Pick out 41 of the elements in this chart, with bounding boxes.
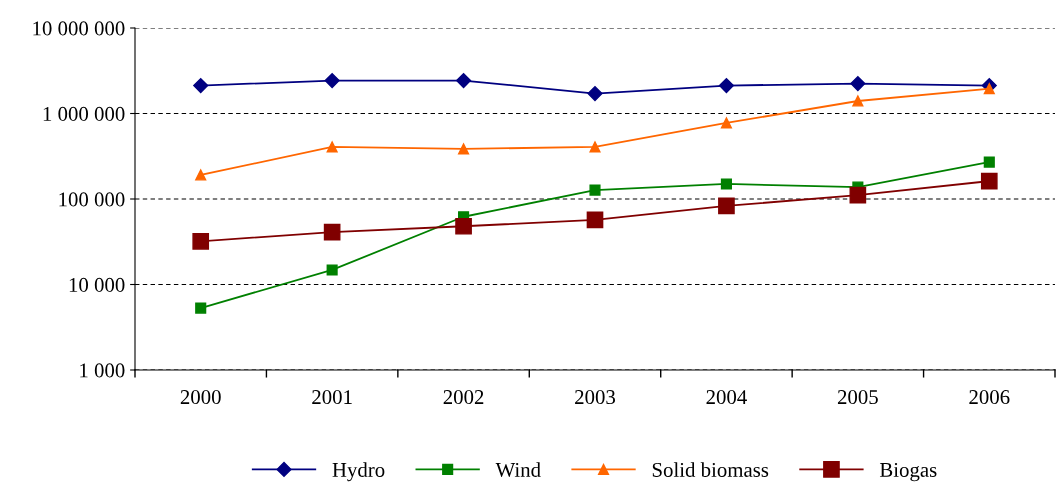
x-tick-label: 2003 — [575, 390, 616, 405]
point — [718, 197, 735, 215]
point — [980, 172, 998, 190]
point — [456, 72, 472, 89]
point — [326, 264, 338, 276]
point — [586, 211, 604, 229]
point — [195, 302, 207, 314]
x-tick-label: 2005 — [837, 390, 878, 405]
point — [193, 78, 209, 94]
point — [850, 75, 866, 92]
point — [983, 83, 995, 95]
point — [323, 223, 341, 241]
y-tick-label: 1 000 — [80, 363, 125, 378]
point — [983, 156, 995, 168]
point — [192, 232, 210, 250]
point — [324, 72, 340, 89]
x-tick-label: 2001 — [312, 390, 352, 405]
point — [587, 86, 603, 102]
point — [326, 141, 338, 153]
point — [718, 78, 734, 94]
y-tick-label: 100 000 — [59, 192, 125, 207]
legend-label: Solid biomass — [652, 462, 769, 477]
legend-label: Wind — [495, 462, 541, 478]
point — [455, 217, 472, 235]
point — [589, 184, 601, 196]
y-tick-label: 10 000 — [69, 277, 125, 292]
point — [458, 143, 470, 155]
x-tick-label: 2000 — [180, 390, 221, 405]
point — [849, 186, 867, 204]
legend-label: Biogas — [879, 462, 937, 482]
point — [195, 169, 207, 181]
x-tick-label: 2002 — [443, 390, 484, 405]
y-tick-label: 10 000 000 — [33, 21, 125, 36]
point — [720, 117, 732, 129]
x-tick-label: 2006 — [969, 390, 1010, 405]
point — [720, 178, 732, 190]
legend-label: Hydro — [332, 462, 385, 482]
point — [589, 141, 601, 153]
y-tick-label: 1 000 000 — [43, 106, 125, 121]
point — [852, 95, 864, 107]
x-tick-label: 2004 — [706, 390, 747, 405]
